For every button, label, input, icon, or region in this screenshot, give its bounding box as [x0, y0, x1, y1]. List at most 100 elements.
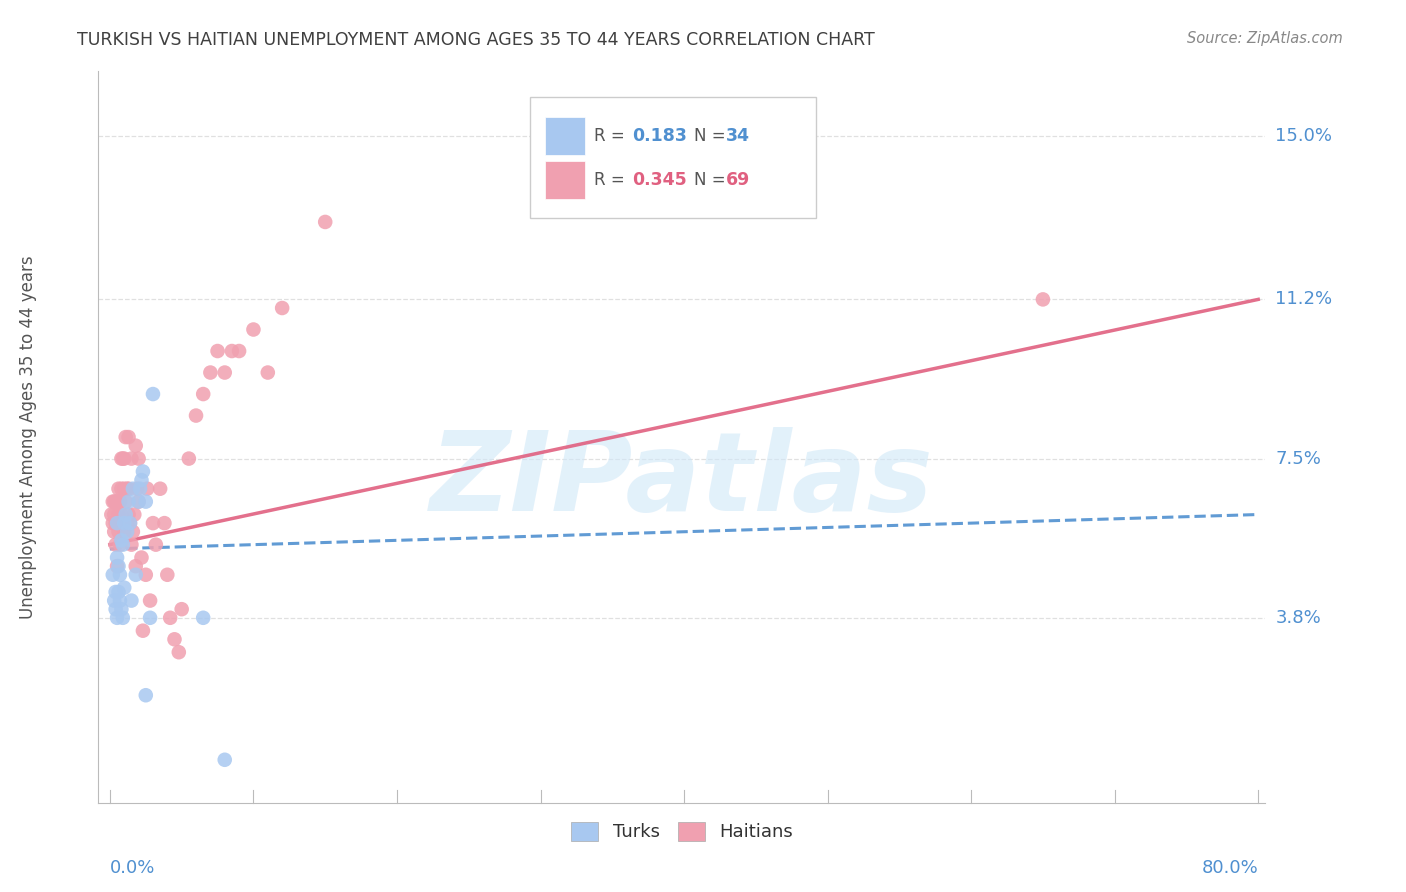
- Point: [105, 494, 128, 508]
- Point: [107, 585, 129, 599]
- Text: 0.345: 0.345: [631, 171, 686, 189]
- Point: [108, 593, 131, 607]
- Point: [221, 344, 243, 359]
- Point: [145, 538, 167, 552]
- Point: [122, 482, 145, 496]
- Point: [271, 301, 294, 315]
- Point: [193, 387, 215, 401]
- Point: [104, 494, 127, 508]
- Point: [131, 473, 153, 487]
- Point: [111, 611, 134, 625]
- Text: R =: R =: [595, 171, 630, 189]
- Text: ZIPatlas: ZIPatlas: [430, 427, 934, 534]
- Point: [193, 611, 215, 625]
- Point: [129, 482, 152, 496]
- Point: [149, 482, 172, 496]
- Point: [167, 645, 190, 659]
- Point: [110, 508, 132, 522]
- Point: [128, 494, 150, 508]
- Point: [107, 508, 129, 522]
- Point: [117, 494, 139, 508]
- Point: [153, 516, 176, 530]
- Point: [115, 516, 138, 530]
- Point: [103, 494, 125, 508]
- Point: [101, 494, 124, 508]
- Point: [120, 451, 142, 466]
- Point: [136, 482, 159, 496]
- FancyBboxPatch shape: [530, 97, 815, 218]
- Point: [105, 516, 128, 530]
- Point: [114, 508, 136, 522]
- Point: [135, 688, 157, 702]
- Point: [132, 624, 155, 638]
- Point: [139, 593, 162, 607]
- Text: 7.5%: 7.5%: [1275, 450, 1322, 467]
- Text: 69: 69: [727, 171, 751, 189]
- Point: [104, 516, 127, 530]
- Point: [103, 508, 125, 522]
- Point: [184, 409, 207, 423]
- Point: [110, 533, 132, 548]
- Point: [177, 451, 200, 466]
- Text: TURKISH VS HAITIAN UNEMPLOYMENT AMONG AGES 35 TO 44 YEARS CORRELATION CHART: TURKISH VS HAITIAN UNEMPLOYMENT AMONG AG…: [77, 31, 875, 49]
- Text: Unemployment Among Ages 35 to 44 years: Unemployment Among Ages 35 to 44 years: [20, 255, 38, 619]
- Point: [114, 494, 136, 508]
- Point: [131, 550, 153, 565]
- Point: [120, 593, 142, 607]
- Point: [125, 567, 148, 582]
- Point: [107, 482, 129, 496]
- Text: 34: 34: [727, 128, 751, 145]
- Text: Source: ZipAtlas.com: Source: ZipAtlas.com: [1187, 31, 1343, 46]
- Point: [101, 516, 124, 530]
- FancyBboxPatch shape: [546, 161, 585, 199]
- Point: [256, 366, 278, 380]
- Point: [120, 538, 142, 552]
- Point: [132, 465, 155, 479]
- Point: [163, 632, 186, 647]
- Point: [135, 494, 157, 508]
- Point: [128, 451, 150, 466]
- Point: [159, 611, 181, 625]
- Point: [104, 538, 127, 552]
- Point: [214, 366, 236, 380]
- Point: [122, 524, 145, 539]
- Point: [117, 430, 139, 444]
- Text: 0.183: 0.183: [631, 128, 686, 145]
- Point: [108, 538, 131, 552]
- Point: [142, 387, 165, 401]
- Point: [108, 494, 131, 508]
- Point: [139, 611, 162, 625]
- Point: [125, 439, 148, 453]
- Point: [110, 482, 132, 496]
- Text: 0.0%: 0.0%: [110, 859, 155, 877]
- Point: [117, 482, 139, 496]
- Text: 15.0%: 15.0%: [1275, 127, 1333, 145]
- Point: [100, 508, 122, 522]
- Point: [107, 559, 129, 574]
- Point: [107, 524, 129, 539]
- Point: [170, 602, 193, 616]
- Point: [1032, 293, 1054, 307]
- Point: [125, 559, 148, 574]
- Point: [112, 482, 135, 496]
- Point: [118, 516, 141, 530]
- Point: [105, 559, 128, 574]
- Text: 3.8%: 3.8%: [1275, 608, 1322, 627]
- Point: [228, 344, 250, 359]
- Point: [314, 215, 336, 229]
- Text: 11.2%: 11.2%: [1275, 291, 1333, 309]
- Point: [111, 516, 134, 530]
- Point: [110, 602, 132, 616]
- Point: [112, 451, 135, 466]
- Text: 80.0%: 80.0%: [1202, 859, 1258, 877]
- Point: [105, 550, 128, 565]
- Point: [207, 344, 229, 359]
- Point: [104, 602, 127, 616]
- Point: [103, 524, 125, 539]
- Point: [115, 482, 138, 496]
- Point: [142, 516, 165, 530]
- Point: [111, 451, 134, 466]
- Point: [101, 567, 124, 582]
- Point: [128, 494, 150, 508]
- Text: R =: R =: [595, 128, 630, 145]
